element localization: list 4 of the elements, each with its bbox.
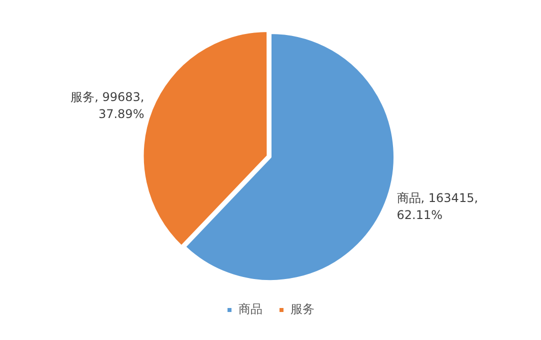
data-label: 服务, 99683, 37.89% — [70, 90, 144, 122]
legend-label: 服务 — [290, 302, 314, 316]
legend-label: 商品 — [238, 302, 262, 316]
data-label: 商品, 163415, 62.11% — [396, 191, 478, 222]
